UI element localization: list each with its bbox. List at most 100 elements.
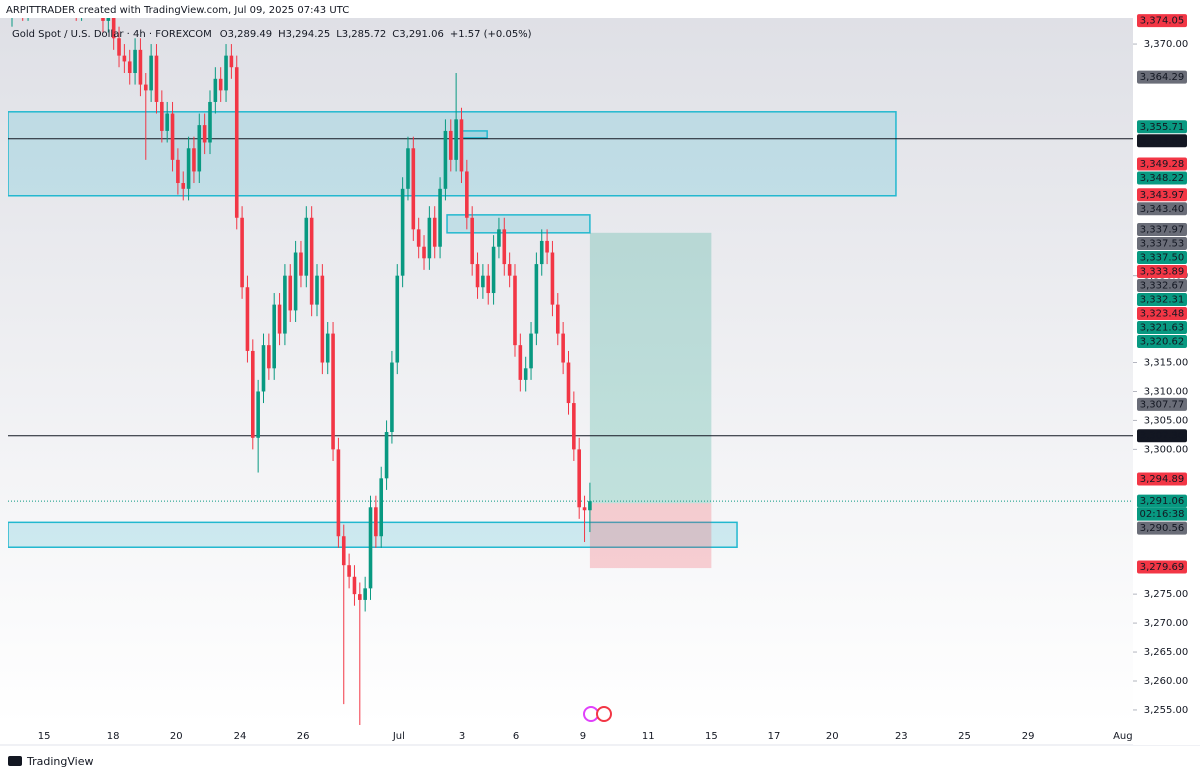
candle-body (272, 304, 277, 369)
candle-body (411, 148, 416, 230)
price-label: 3,290.56 (1140, 523, 1185, 534)
candle-body (427, 217, 432, 259)
candle-body (368, 507, 373, 589)
x-tick-label: 15 (38, 731, 51, 742)
candle-body (160, 101, 164, 131)
candle-body (309, 217, 314, 305)
candle-body (459, 119, 464, 172)
price-label: 3,374.05 (1140, 16, 1185, 27)
x-tick-label: 9 (580, 731, 586, 742)
candle-body (534, 264, 539, 334)
candle-body (138, 49, 143, 85)
x-tick-label: 11 (642, 731, 655, 742)
candle-body (422, 246, 426, 259)
candle-body (390, 362, 394, 433)
candle-body (133, 49, 137, 74)
candle-body (363, 588, 367, 600)
countdown-box (1137, 507, 1187, 521)
candle-body (502, 229, 507, 265)
candle-body (106, 18, 111, 21)
price-label-box (1137, 134, 1187, 148)
price-label-box (1137, 307, 1187, 321)
price-label-box (1137, 472, 1187, 486)
price-label: 3,337.50 (1140, 253, 1185, 264)
candle-body (293, 252, 298, 311)
candle-body (566, 362, 571, 404)
candle-body (507, 264, 512, 276)
price-label-box (1137, 429, 1187, 443)
x-tick-label: 18 (107, 731, 120, 742)
price-label-box (1137, 397, 1187, 411)
candle-body (341, 536, 346, 566)
candle-body (539, 240, 544, 265)
y-tick-label: 3,260.00 (1144, 676, 1189, 687)
price-label-box (1137, 321, 1187, 335)
price-label-box (1137, 335, 1187, 349)
candle-body (523, 368, 528, 380)
candle-body (186, 148, 191, 189)
event-icons (583, 706, 612, 722)
ohlc-legend: L3,285.72 (336, 29, 386, 40)
candle-body (325, 333, 330, 363)
y-tick-label: 3,270.00 (1144, 618, 1189, 629)
price-label: 3,337.97 (1140, 225, 1185, 236)
price-label-box (1137, 120, 1187, 134)
x-tick-label: Aug (1113, 731, 1133, 742)
plot-background (0, 18, 1133, 725)
candle-body (213, 78, 218, 102)
candle-body (438, 188, 442, 247)
candle-body (336, 449, 341, 537)
ohlc-legend: +1.57 (+0.05%) (450, 29, 532, 40)
candle-body (481, 275, 485, 288)
candle-body (127, 61, 132, 74)
price-label: 3,302.36 (1140, 431, 1185, 442)
x-tick-label: Jul (392, 731, 405, 742)
price-label-box (1137, 279, 1187, 293)
price-label: 3,364.29 (1140, 72, 1185, 83)
candle-body (224, 55, 228, 91)
candle-body (491, 246, 496, 294)
candle-body (149, 55, 153, 91)
candle-body (465, 171, 469, 218)
price-label-box (1137, 157, 1187, 171)
price-label: 3,333.89 (1140, 267, 1185, 278)
price-label: 3,291.06 (1140, 496, 1185, 507)
candle-body (283, 275, 287, 334)
price-label: 3,337.53 (1140, 239, 1185, 250)
y-tick-label: 3,265.00 (1144, 647, 1189, 658)
price-label-box (1137, 521, 1187, 535)
candle-body (299, 252, 303, 276)
candle-body (267, 345, 271, 369)
candle-body (277, 304, 282, 334)
x-tick-label: 29 (1022, 731, 1035, 742)
price-label: 3,294.89 (1140, 474, 1185, 485)
x-tick-label: 25 (958, 731, 971, 742)
candle-body (384, 432, 389, 479)
candle-body (454, 119, 458, 160)
candle-body (588, 501, 592, 511)
candle-body (117, 38, 121, 56)
x-tick-label: 6 (513, 731, 519, 742)
price-label-box (1137, 171, 1187, 185)
candle-body (406, 148, 410, 189)
price-label: 3,353.64 (1140, 136, 1185, 147)
candle-body (331, 333, 335, 450)
zone (8, 521, 738, 548)
candle-body (561, 333, 565, 363)
ohlc-legend: H3,294.25 (278, 29, 330, 40)
y-tick-label: 3,255.00 (1144, 705, 1189, 716)
candle-body (176, 159, 180, 184)
price-label-box (1137, 494, 1187, 508)
candle-body (513, 275, 517, 346)
price-axis: 3,370.003,330.003,315.003,310.003,305.00… (1133, 0, 1200, 745)
price-label-box (1137, 293, 1187, 307)
price-label: 3,321.63 (1140, 323, 1185, 334)
candle-body (261, 345, 266, 392)
candle-body (550, 252, 555, 305)
candle-body (347, 565, 351, 577)
x-tick-label: 24 (234, 731, 247, 742)
candle-body (470, 217, 474, 265)
x-tick-label: 23 (895, 731, 908, 742)
candle-body (111, 18, 116, 39)
